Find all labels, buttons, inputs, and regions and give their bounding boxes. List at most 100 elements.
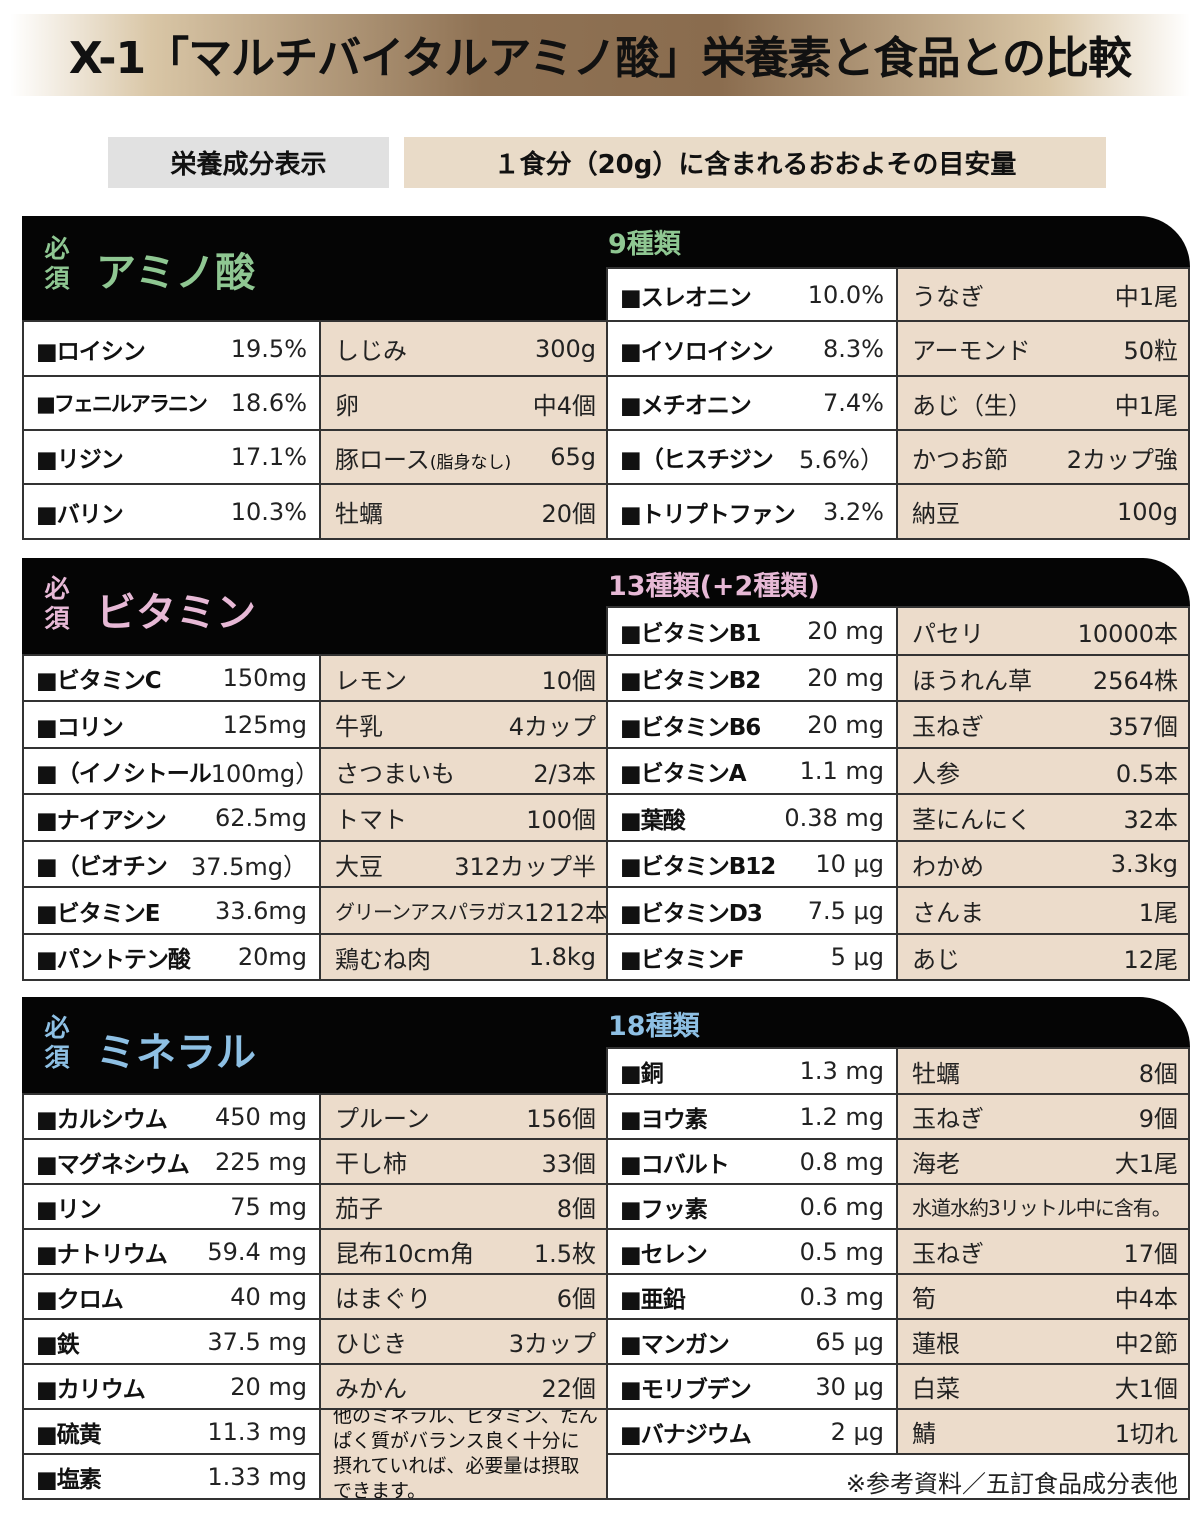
table-row: ■鉄 37.5 mg ひじき 3カップ: [24, 1320, 608, 1365]
table-row: ■（イノシトール 100mg） さつまいも 2/3本: [24, 749, 608, 795]
nutrient-name: ■マグネシウム: [36, 1151, 190, 1178]
nutrient-name: ■コバルト: [620, 1151, 730, 1178]
vitamin-header: [22, 558, 608, 654]
nutrient-value: 225 mg: [214, 1147, 307, 1176]
food-quantity: 中1尾: [1114, 391, 1178, 420]
food-name: 牛乳: [335, 713, 383, 741]
food-quantity: 0.5本: [1115, 759, 1178, 788]
nutrient-name: ■塩素: [36, 1466, 102, 1493]
food-name: 大豆: [335, 852, 383, 881]
nutrient-value: 20mg: [237, 943, 307, 971]
nutrient-value: 0.38 mg: [784, 803, 884, 832]
table-row: ■トリプトファン 3.2% 納豆 100g: [608, 485, 1190, 540]
food-quantity: 32本: [1123, 806, 1178, 834]
table-row: ■葉酸 0.38 mg 茎にんにく 32本: [608, 795, 1190, 842]
food-quantity: 1.5枚: [533, 1240, 596, 1268]
food-quantity: 100g: [1116, 497, 1178, 526]
food-name: 豚ロース: [335, 445, 430, 474]
nutrient-name: ■ビタミンF: [620, 947, 744, 973]
nutrient-name: ■リジン: [36, 447, 124, 473]
food-quantity: 2カップ強: [1066, 445, 1178, 474]
table-row: ■バリン 10.3% 牡蠣 20個: [24, 485, 608, 540]
nutrient-value: 20 mg: [807, 617, 884, 645]
food-name: あじ（生）: [912, 391, 1032, 420]
food-quantity: 33個: [541, 1150, 596, 1178]
mineral-header-tab: [600, 997, 1190, 1047]
nutrient-name: ■ビタミンA: [620, 761, 747, 787]
nutrient-name: ■亜鉛: [620, 1286, 686, 1313]
food-name: かつお節: [912, 445, 1008, 474]
table-row: ■マンガン 65 μg 蓮根 中2節: [608, 1320, 1190, 1365]
food-name: 茄子: [335, 1195, 383, 1223]
nutrient-value: 20 mg: [230, 1372, 307, 1401]
nutrient-value: 3.2%: [823, 497, 884, 526]
mineral-count: 18種類: [608, 1011, 700, 1042]
table-row: ■ビタミンD3 7.5 μg さんま 1尾: [608, 888, 1190, 935]
table-row: ■カルシウム 450 mg プルーン 156個: [24, 1095, 608, 1140]
table-row: ■フェニルアラニン 18.6% 卵 中4個: [24, 377, 608, 431]
food-name: ひじき: [335, 1330, 407, 1358]
vitamin-count: 13種類(+2種類): [608, 571, 820, 602]
nutrient-name: ■イソロイシン: [620, 338, 774, 365]
nutrient-name: ■モリブデン: [620, 1376, 752, 1403]
nutrient-name: ■バリン: [36, 501, 124, 528]
food-name: わかめ: [912, 852, 984, 881]
nutrient-value: 2 μg: [830, 1417, 884, 1446]
food-name: 鶏むね肉: [335, 945, 431, 974]
table-row: ■パントテン酸 20mg 鶏むね肉 1.8kg: [24, 935, 608, 981]
nutrient-name: ■カルシウム: [36, 1106, 168, 1133]
food-name: うなぎ: [912, 283, 984, 311]
nutrient-name: ■ナイアシン: [36, 807, 167, 834]
food-quantity: 20個: [541, 500, 596, 528]
table-row: ■カリウム 20 mg みかん 22個: [24, 1365, 608, 1410]
food-quantity: 312カップ半: [454, 852, 596, 881]
vitamin-table-right: ■ビタミンB1 20 mg パセリ 10000本 ■ビタミンB2 20 mg ほうれん…: [606, 606, 1190, 981]
nutrient-value: 100mg）: [210, 759, 320, 788]
food-quantity: 1尾: [1138, 899, 1178, 927]
nutrient-name: ■ロイシン: [36, 338, 146, 365]
nutrient-value: 1.1 mg: [799, 757, 884, 785]
nutrient-value: 59.4 mg: [207, 1237, 307, 1266]
nutrient-name: ■トリプトファン: [620, 501, 796, 528]
nutrient-value: 30 μg: [815, 1372, 884, 1401]
food-quantity: 100個: [526, 806, 596, 834]
nutrient-value: 62.5mg: [214, 803, 307, 832]
food-quantity: 300g: [534, 334, 596, 363]
table-row: ■ビタミンA 1.1 mg 人参 0.5本: [608, 749, 1190, 795]
nutrient-name: ■ビタミンB2: [620, 668, 761, 694]
food-name: ほうれん草: [912, 666, 1032, 695]
nutrient-value: 150mg: [222, 664, 307, 692]
amino-header: [22, 216, 608, 320]
label-per-serving-amount: １食分（20g）に含まれるおおよその目安量: [404, 137, 1106, 188]
page-title: X-1「マルチバイタルアミノ酸」栄養素と食品との比較: [68, 33, 1132, 84]
food-name: レモン: [335, 666, 407, 695]
vitamin-section-title: ビタミン: [96, 590, 256, 636]
food-quantity: 8個: [556, 1195, 596, 1223]
table-row: ■スレオニン 10.0% うなぎ 中1尾: [608, 269, 1190, 322]
food-quantity: 65g: [550, 443, 596, 471]
table-row: ■リン 75 mg 茄子 8個: [24, 1185, 608, 1230]
food-quantity: 1切れ: [1114, 1420, 1178, 1448]
food-quantity: 10個: [541, 666, 596, 695]
nutrient-value: 37.5 mg: [207, 1327, 307, 1356]
mineral-table-right: ■銅 1.3 mg 牡蠣 8個 ■ヨウ素 1.2 mg 玉ねぎ 9個 ■コバルト 0.8 …: [606, 1047, 1190, 1500]
food-quantity: 10000本: [1077, 619, 1178, 648]
food-name: 茎にんにく: [912, 806, 1032, 834]
mineral-section-title: ミネラル: [96, 1030, 256, 1076]
nutrient-value: 450 mg: [214, 1102, 307, 1131]
nutrient-name: ■セレン: [620, 1241, 708, 1268]
food-name: 玉ねぎ: [912, 1240, 984, 1268]
nutrient-value: 1.3 mg: [799, 1057, 884, 1085]
nutrient-name: ■パントテン酸: [36, 947, 191, 973]
table-row: ■亜鉛 0.3 mg 筍 中4本: [608, 1275, 1190, 1320]
nutrient-value: 10 μg: [815, 850, 884, 878]
food-quantity: 中2節: [1114, 1330, 1178, 1358]
nutrient-value: 37.5mg）: [190, 852, 307, 881]
table-row: ■リジン 17.1% 豚ロース(脂身なし) 65g: [24, 431, 608, 485]
nutrient-name: ■カリウム: [36, 1376, 146, 1403]
table-row: ■ヨウ素 1.2 mg 玉ねぎ 9個: [608, 1095, 1190, 1140]
nutrient-name: ■（ヒスチジン: [620, 447, 774, 473]
food-quantity: 大1尾: [1114, 1150, 1178, 1178]
amino-table-left: ■ロイシン 19.5% しじみ 300g ■フェニルアラニン 18.6% 卵 中4個 ■…: [22, 320, 608, 540]
food-quantity: 3.3kg: [1110, 850, 1178, 878]
